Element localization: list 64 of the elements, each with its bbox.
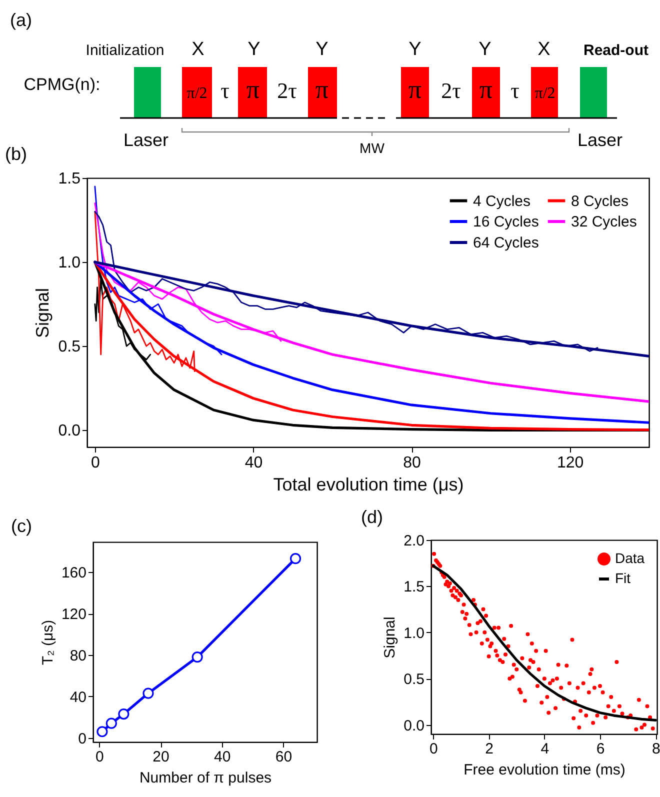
text: τ [220,78,230,103]
text: Laser [577,130,623,150]
legend-label: 8 Cycles [571,192,629,210]
legend-label: Fit [615,570,631,586]
x-tick-label: 4 [540,740,550,758]
text: Y [248,39,261,60]
x-tick-label: 20 [152,748,170,766]
text: CPMG(n): [24,75,100,94]
y-tick-label: 0.5 [58,338,81,356]
text: π/2 [534,85,556,102]
text: MW [360,140,386,156]
x-tick-label: 0 [90,454,100,472]
chart-title: (d) [361,507,383,527]
x-axis-title: Number of π pulses [139,770,272,786]
legend-label: 64 Cycles [473,234,539,252]
y-tick-label: 0.0 [58,422,81,440]
text: X [538,39,551,60]
text: 2τ [441,78,462,103]
text: Y [316,39,329,60]
text: π [479,75,493,104]
x-tick-label: 6 [596,740,605,758]
y-tick-label: 1.0 [404,624,424,642]
y-tick-label: 40 [70,688,86,706]
x-tick-label: 60 [275,748,292,766]
y-tick-label: 0.5 [404,671,424,688]
x-tick-label: 0 [95,748,104,766]
legend-label: Data [615,550,645,566]
y-tick-label: 1.0 [58,254,81,272]
y-axis-title: T₂ (μs) [39,620,56,666]
x-tick-label: 8 [652,740,660,758]
y-tick-label: 0.0 [404,717,424,734]
text: π/2 [186,85,208,102]
text: X [192,39,205,60]
y-tick-label: 120 [61,606,86,624]
text: (a) [10,10,32,30]
x-axis-title: Free evolution time (ms) [464,762,626,778]
x-tick-label: 40 [244,454,263,472]
text: Y [478,39,492,60]
text: π [246,75,260,104]
y-tick-label: 2.0 [404,532,424,550]
x-tick-label: 40 [214,748,231,766]
x-axis-title: Total evolution time (μs) [273,474,464,494]
x-tick-label: 2 [485,740,494,758]
text: Y [408,39,422,60]
y-tick-label: 80 [70,647,86,664]
text: τ [510,78,520,103]
legend-label: 16 Cycles [473,214,539,230]
text: 2τ [277,78,298,103]
text: π [315,75,329,104]
x-tick-label: 120 [556,454,584,472]
y-tick-label: 1.5 [58,170,81,188]
x-tick-label: 0 [430,740,438,758]
text: Read-out [584,42,648,59]
legend-label: 32 Cycles [571,214,637,230]
y-axis-title: Signal [382,616,399,658]
text: Initialization [86,42,164,59]
text: Laser [123,130,169,150]
y-tick-label: 1.5 [404,578,424,596]
chart-title: (b) [5,144,27,164]
chart-title: (c) [11,516,32,536]
y-tick-label: 160 [61,564,86,582]
text: π [408,75,422,104]
legend-label: 4 Cycles [473,192,531,210]
y-axis-title: Signal [32,288,52,338]
